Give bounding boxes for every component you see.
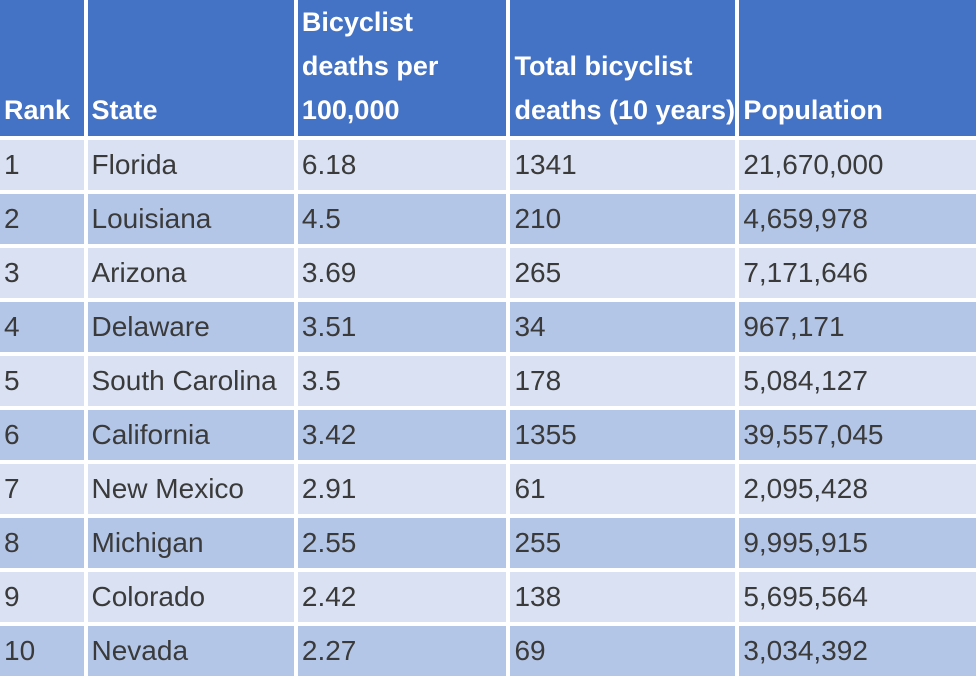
cell-population: 7,171,646 [739,248,976,298]
header-row: Rank State Bicyclist deaths per 100,000 … [0,0,976,136]
cell-population: 21,670,000 [739,140,976,190]
cell-rank: 2 [0,194,84,244]
table-row: 6 California 3.42 1355 39,557,045 [0,410,976,460]
cell-rank: 5 [0,356,84,406]
table-row: 3 Arizona 3.69 265 7,171,646 [0,248,976,298]
cell-deaths-per-100000: 3.5 [297,356,507,406]
cell-deaths-per-100000: 2.27 [297,626,507,676]
table-row: 7 New Mexico 2.91 61 2,095,428 [0,464,976,514]
table-row: 9 Colorado 2.42 138 5,695,564 [0,572,976,622]
cell-state: California [87,410,294,460]
cell-state: New Mexico [87,464,294,514]
header-total-deaths: Total bicyclist deaths (10 years) [510,0,736,136]
cell-total-deaths: 61 [510,464,736,514]
header-deaths-per-100000: Bicyclist deaths per 100,000 [297,0,507,136]
cell-population: 967,171 [739,302,976,352]
table-body: 1 Florida 6.18 1341 21,670,000 2 Louisia… [0,140,976,676]
cell-state: Florida [87,140,294,190]
table-row: 2 Louisiana 4.5 210 4,659,978 [0,194,976,244]
cell-population: 4,659,978 [739,194,976,244]
cell-deaths-per-100000: 3.69 [297,248,507,298]
cell-total-deaths: 265 [510,248,736,298]
cell-population: 39,557,045 [739,410,976,460]
cell-rank: 7 [0,464,84,514]
cell-rank: 1 [0,140,84,190]
cell-deaths-per-100000: 2.91 [297,464,507,514]
cell-state: Michigan [87,518,294,568]
cell-rank: 6 [0,410,84,460]
cell-total-deaths: 178 [510,356,736,406]
cell-deaths-per-100000: 3.51 [297,302,507,352]
cell-population: 3,034,392 [739,626,976,676]
cell-rank: 3 [0,248,84,298]
cell-rank: 8 [0,518,84,568]
cell-total-deaths: 1341 [510,140,736,190]
cell-deaths-per-100000: 2.42 [297,572,507,622]
table-row: 8 Michigan 2.55 255 9,995,915 [0,518,976,568]
header-population: Population [739,0,976,136]
cell-rank: 10 [0,626,84,676]
cell-total-deaths: 138 [510,572,736,622]
cell-total-deaths: 255 [510,518,736,568]
table-row: 10 Nevada 2.27 69 3,034,392 [0,626,976,676]
cell-total-deaths: 1355 [510,410,736,460]
cell-state: Delaware [87,302,294,352]
cell-total-deaths: 69 [510,626,736,676]
cell-population: 9,995,915 [739,518,976,568]
cell-state: South Carolina [87,356,294,406]
cell-state: Colorado [87,572,294,622]
cell-rank: 9 [0,572,84,622]
cell-rank: 4 [0,302,84,352]
cell-deaths-per-100000: 6.18 [297,140,507,190]
cell-population: 2,095,428 [739,464,976,514]
header-state: State [87,0,294,136]
cell-deaths-per-100000: 3.42 [297,410,507,460]
table-row: 5 South Carolina 3.5 178 5,084,127 [0,356,976,406]
cell-deaths-per-100000: 2.55 [297,518,507,568]
table-row: 1 Florida 6.18 1341 21,670,000 [0,140,976,190]
table-row: 4 Delaware 3.51 34 967,171 [0,302,976,352]
cell-state: Nevada [87,626,294,676]
cell-state: Louisiana [87,194,294,244]
cell-deaths-per-100000: 4.5 [297,194,507,244]
cell-population: 5,084,127 [739,356,976,406]
cell-total-deaths: 34 [510,302,736,352]
cell-state: Arizona [87,248,294,298]
cell-population: 5,695,564 [739,572,976,622]
header-rank: Rank [0,0,84,136]
cell-total-deaths: 210 [510,194,736,244]
